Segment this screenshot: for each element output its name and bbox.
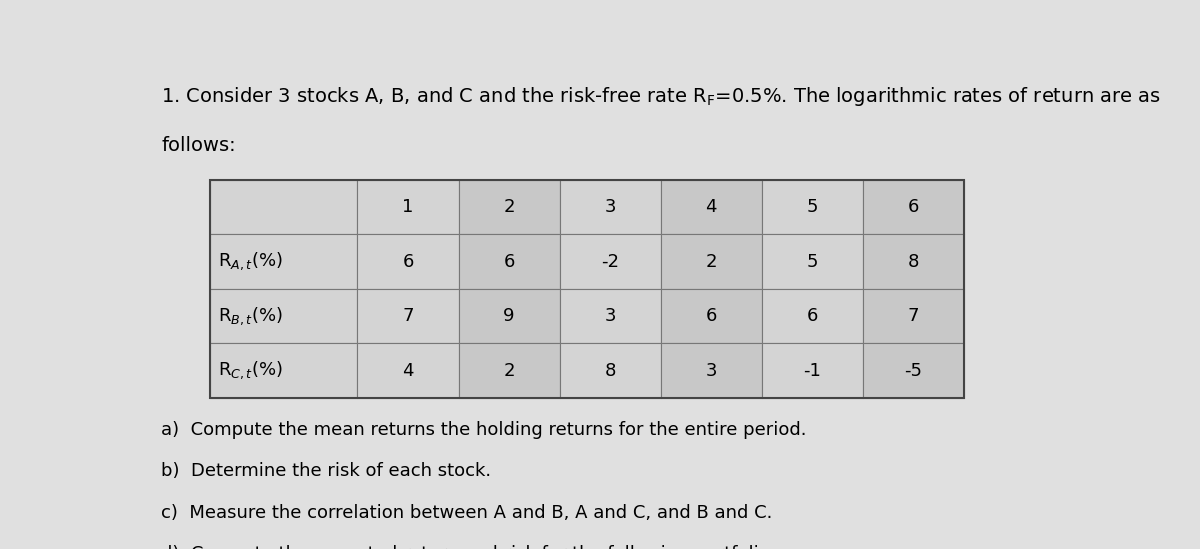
- Text: 7: 7: [402, 307, 414, 325]
- Text: a)  Compute the mean returns the holding returns for the entire period.: a) Compute the mean returns the holding …: [161, 421, 806, 439]
- FancyBboxPatch shape: [661, 343, 762, 397]
- FancyBboxPatch shape: [210, 343, 358, 397]
- FancyBboxPatch shape: [863, 180, 964, 234]
- FancyBboxPatch shape: [762, 180, 863, 234]
- FancyBboxPatch shape: [559, 234, 661, 289]
- FancyBboxPatch shape: [210, 180, 358, 234]
- Text: 8: 8: [907, 253, 919, 271]
- FancyBboxPatch shape: [358, 234, 458, 289]
- Text: 2: 2: [503, 361, 515, 379]
- Text: 7: 7: [907, 307, 919, 325]
- Text: b)  Determine the risk of each stock.: b) Determine the risk of each stock.: [161, 462, 491, 480]
- Text: R$_{C,t}$(%): R$_{C,t}$(%): [218, 360, 283, 382]
- Text: 1: 1: [402, 198, 414, 216]
- FancyBboxPatch shape: [661, 289, 762, 343]
- Text: 3: 3: [605, 198, 616, 216]
- Text: 6: 6: [907, 198, 919, 216]
- FancyBboxPatch shape: [762, 234, 863, 289]
- Text: follows:: follows:: [161, 136, 235, 155]
- Text: 9: 9: [503, 307, 515, 325]
- Text: 6: 6: [806, 307, 818, 325]
- Text: d)  Compute the expected return and risk for the following portfolios:: d) Compute the expected return and risk …: [161, 545, 786, 549]
- FancyBboxPatch shape: [559, 180, 661, 234]
- FancyBboxPatch shape: [863, 289, 964, 343]
- Text: R$_{A,t}$(%): R$_{A,t}$(%): [218, 251, 283, 272]
- Text: R$_{B,t}$(%): R$_{B,t}$(%): [218, 305, 283, 327]
- FancyBboxPatch shape: [559, 289, 661, 343]
- Text: 2: 2: [706, 253, 716, 271]
- FancyBboxPatch shape: [458, 180, 559, 234]
- FancyBboxPatch shape: [458, 343, 559, 397]
- Text: 3: 3: [605, 307, 616, 325]
- Text: c)  Measure the correlation between A and B, A and C, and B and C.: c) Measure the correlation between A and…: [161, 504, 773, 522]
- FancyBboxPatch shape: [762, 289, 863, 343]
- FancyBboxPatch shape: [863, 234, 964, 289]
- Text: -1: -1: [803, 361, 821, 379]
- Text: 4: 4: [402, 361, 414, 379]
- FancyBboxPatch shape: [358, 289, 458, 343]
- Text: 3: 3: [706, 361, 716, 379]
- Text: 6: 6: [503, 253, 515, 271]
- Text: 6: 6: [402, 253, 414, 271]
- FancyBboxPatch shape: [210, 289, 358, 343]
- FancyBboxPatch shape: [863, 343, 964, 397]
- Text: 5: 5: [806, 198, 818, 216]
- FancyBboxPatch shape: [358, 180, 458, 234]
- Text: 1. Consider 3 stocks A, B, and C and the risk-free rate R$_\mathregular{F}$=0.5%: 1. Consider 3 stocks A, B, and C and the…: [161, 85, 1162, 108]
- Text: 2: 2: [503, 198, 515, 216]
- Text: -2: -2: [601, 253, 619, 271]
- FancyBboxPatch shape: [458, 289, 559, 343]
- FancyBboxPatch shape: [458, 234, 559, 289]
- FancyBboxPatch shape: [358, 343, 458, 397]
- Text: 6: 6: [706, 307, 716, 325]
- Text: -5: -5: [905, 361, 923, 379]
- FancyBboxPatch shape: [661, 180, 762, 234]
- FancyBboxPatch shape: [661, 234, 762, 289]
- Text: 4: 4: [706, 198, 716, 216]
- FancyBboxPatch shape: [559, 343, 661, 397]
- Text: 8: 8: [605, 361, 616, 379]
- FancyBboxPatch shape: [210, 234, 358, 289]
- FancyBboxPatch shape: [762, 343, 863, 397]
- Text: 5: 5: [806, 253, 818, 271]
